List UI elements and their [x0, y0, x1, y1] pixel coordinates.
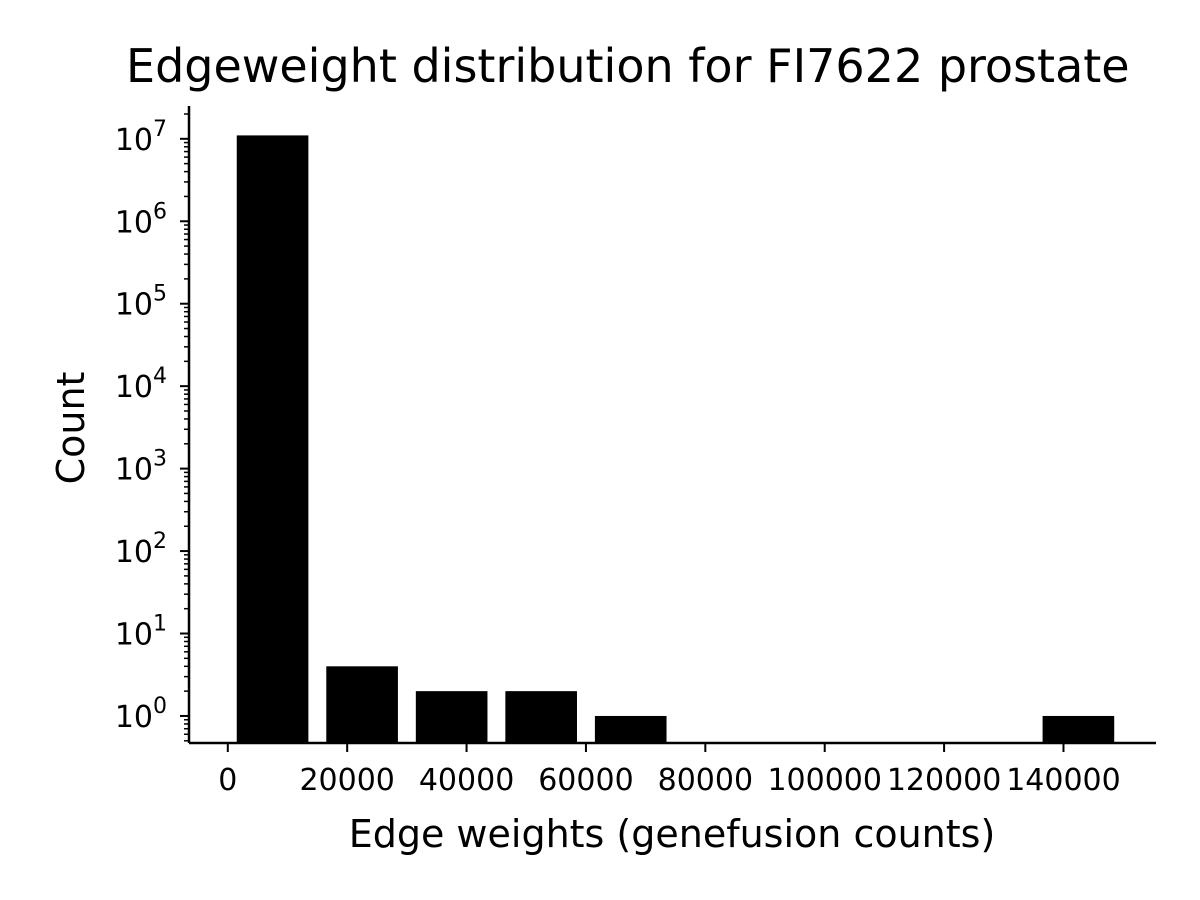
y-tick-label: 105: [115, 282, 167, 323]
y-axis-label: Count: [49, 372, 93, 485]
x-axis-label: Edge weights (genefusion counts): [349, 812, 996, 856]
x-tick-label: 40000: [419, 763, 514, 798]
x-tick-label: 80000: [658, 763, 753, 798]
x-axis: 0 20000 40000 60000 80000 100000 120000 140000: [189, 741, 1156, 798]
y-tick-label: 106: [115, 199, 167, 240]
x-tick-label: 0: [218, 763, 237, 798]
bar-0: [236, 135, 309, 743]
chart-title: Edgeweight distribution for FI7622 prost…: [126, 39, 1130, 93]
y-tick-label: 100: [115, 694, 167, 735]
bar-4: [594, 715, 667, 743]
y-tick-label: 101: [115, 612, 167, 653]
bar-1: [326, 666, 398, 743]
bars: [236, 135, 1115, 743]
bar-5: [1042, 715, 1115, 743]
y-tick-label: 107: [115, 117, 167, 158]
x-tick-label: 20000: [299, 763, 394, 798]
x-tick-label: 60000: [538, 763, 633, 798]
x-tick-label: 120000: [887, 763, 1002, 798]
bar-3: [505, 691, 577, 743]
x-tick-label: 140000: [1006, 763, 1121, 798]
y-axis: 100 101 102 103 104 105 106 107: [115, 106, 191, 743]
x-tick-label: 100000: [767, 763, 882, 798]
y-tick-label: 104: [115, 364, 167, 405]
bar-2: [415, 691, 488, 743]
y-tick-label: 102: [115, 529, 167, 570]
y-tick-label: 103: [115, 447, 167, 488]
